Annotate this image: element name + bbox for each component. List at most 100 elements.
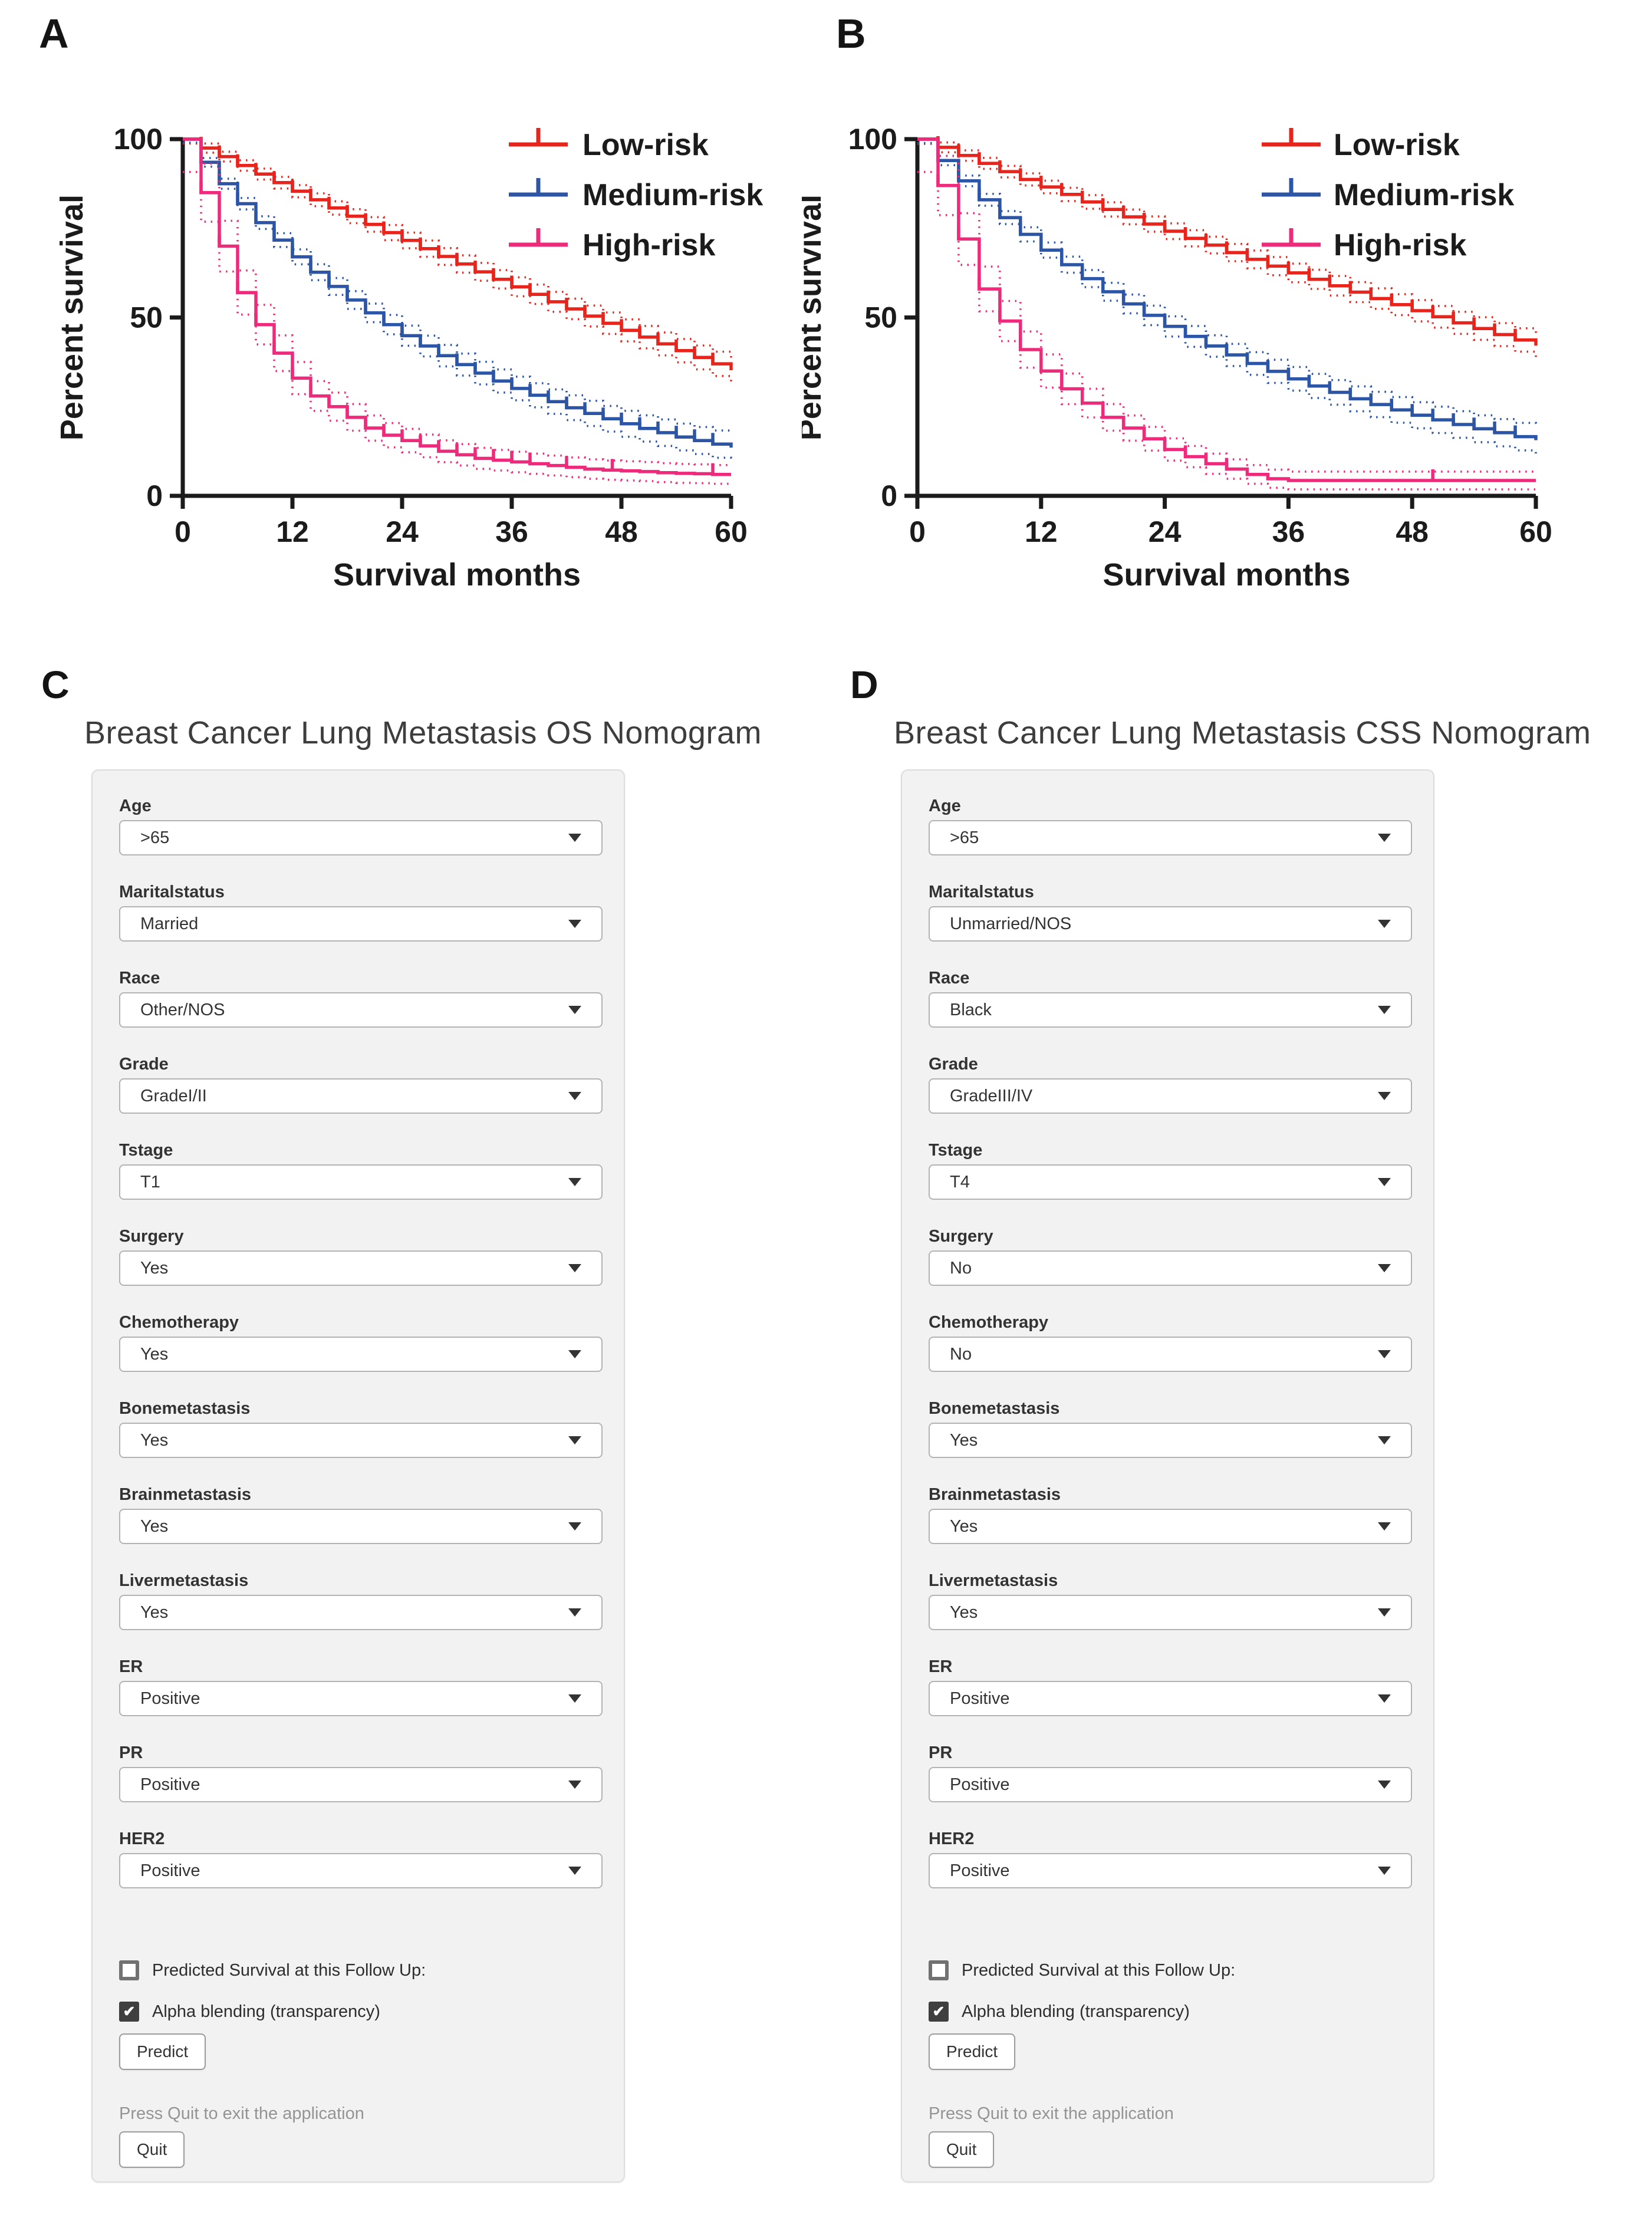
select-value: T4 — [950, 1172, 970, 1192]
select-tstage[interactable]: T4 — [929, 1164, 1412, 1200]
checkbox-label: Alpha blending (transparency) — [962, 2002, 1190, 2021]
chevron-down-icon — [1378, 1694, 1391, 1703]
field-label-livermetastasis: Livermetastasis — [929, 1571, 1058, 1590]
svg-text:48: 48 — [605, 515, 638, 548]
select-age[interactable]: >65 — [929, 820, 1412, 855]
select-maritalstatus[interactable]: Married — [119, 906, 603, 942]
chevron-down-icon — [568, 1694, 581, 1703]
select-brainmetastasis[interactable]: Yes — [119, 1509, 603, 1544]
checkbox-unchecked[interactable] — [119, 1960, 139, 1980]
field-label-tstage: Tstage — [929, 1141, 983, 1160]
field-label-pr: PR — [929, 1743, 953, 1762]
nomogram-form: Age >65 Maritalstatus Married Race Other/NOS G… — [91, 769, 625, 2183]
quit-button[interactable]: Quit — [119, 2131, 185, 2168]
svg-text:24: 24 — [386, 515, 419, 548]
svg-text:12: 12 — [1025, 515, 1058, 548]
panel-label-a: A — [39, 11, 69, 57]
chevron-down-icon — [568, 1178, 581, 1186]
field-label-tstage: Tstage — [119, 1141, 173, 1160]
select-value: Yes — [140, 1258, 169, 1278]
chevron-down-icon — [1378, 920, 1391, 928]
checkbox-checked[interactable]: ✔ — [119, 2002, 139, 2022]
field-label-age: Age — [929, 797, 961, 815]
svg-text:60: 60 — [715, 515, 748, 548]
predict-button[interactable]: Predict — [929, 2033, 1016, 2070]
field-label-age: Age — [119, 797, 152, 815]
field-label-chemotherapy: Chemotherapy — [929, 1313, 1049, 1332]
select-race[interactable]: Other/NOS — [119, 992, 603, 1028]
field-label-pr: PR — [119, 1743, 143, 1762]
field-label-brainmetastasis: Brainmetastasis — [119, 1485, 252, 1504]
chevron-down-icon — [568, 1436, 581, 1444]
field-label-her2: HER2 — [929, 1829, 975, 1848]
chevron-down-icon — [568, 1092, 581, 1100]
select-value: Yes — [950, 1516, 978, 1536]
svg-text:0: 0 — [881, 479, 897, 512]
svg-text:0: 0 — [909, 515, 926, 548]
select-surgery[interactable]: Yes — [119, 1250, 603, 1286]
checkbox-unchecked[interactable] — [929, 1960, 949, 1980]
select-surgery[interactable]: No — [929, 1250, 1412, 1286]
field-label-bonemetastasis: Bonemetastasis — [929, 1399, 1060, 1418]
select-maritalstatus[interactable]: Unmarried/NOS — [929, 906, 1412, 942]
chevron-down-icon — [1378, 1350, 1391, 1358]
select-livermetastasis[interactable]: Yes — [929, 1595, 1412, 1630]
nomogram-form: Age >65 Maritalstatus Unmarried/NOS Race Blac… — [901, 769, 1434, 2183]
select-value: T1 — [140, 1172, 160, 1192]
chevron-down-icon — [1378, 1436, 1391, 1444]
field-label-surgery: Surgery — [119, 1227, 184, 1246]
select-bonemetastasis[interactable]: Yes — [119, 1423, 603, 1458]
panel-label: C — [41, 663, 70, 706]
select-bonemetastasis[interactable]: Yes — [929, 1423, 1412, 1458]
select-value: Yes — [140, 1516, 169, 1536]
svg-text:50: 50 — [864, 301, 897, 334]
checkbox-checked[interactable]: ✔ — [929, 2002, 949, 2022]
select-age[interactable]: >65 — [119, 820, 603, 855]
select-value: Positive — [140, 1861, 200, 1880]
field-label-grade: Grade — [119, 1055, 169, 1074]
svg-text:Medium-risk: Medium-risk — [583, 178, 763, 212]
chevron-down-icon — [568, 1608, 581, 1617]
predict-button[interactable]: Predict — [119, 2033, 206, 2070]
select-er[interactable]: Positive — [929, 1681, 1412, 1716]
select-value: Other/NOS — [140, 1000, 225, 1019]
select-value: GradeIII/IV — [950, 1086, 1033, 1105]
select-value: Unmarried/NOS — [950, 914, 1072, 933]
panel-label-b: B — [836, 11, 866, 57]
select-pr[interactable]: Positive — [929, 1767, 1412, 1802]
svg-text:Low-risk: Low-risk — [583, 128, 709, 162]
svg-text:0: 0 — [175, 515, 191, 548]
select-grade[interactable]: GradeI/II — [119, 1078, 603, 1114]
field-label-maritalstatus: Maritalstatus — [929, 883, 1034, 901]
field-label-race: Race — [929, 969, 970, 988]
select-er[interactable]: Positive — [119, 1681, 603, 1716]
field-label-her2: HER2 — [119, 1829, 165, 1848]
select-pr[interactable]: Positive — [119, 1767, 603, 1802]
field-label-maritalstatus: Maritalstatus — [119, 883, 225, 901]
chevron-down-icon — [1378, 1264, 1391, 1272]
select-chemotherapy[interactable]: Yes — [119, 1337, 603, 1372]
select-grade[interactable]: GradeIII/IV — [929, 1078, 1412, 1114]
chevron-down-icon — [568, 1867, 581, 1875]
checkbox-label: Predicted Survival at this Follow Up: — [962, 1960, 1236, 1980]
quit-button[interactable]: Quit — [929, 2131, 995, 2168]
chevron-down-icon — [1378, 834, 1391, 842]
field-label-race: Race — [119, 969, 160, 988]
chevron-down-icon — [568, 1006, 581, 1014]
select-value: No — [950, 1344, 972, 1364]
svg-text:Medium-risk: Medium-risk — [1334, 178, 1514, 212]
svg-text:High-risk: High-risk — [1334, 228, 1466, 262]
checkbox-label: Predicted Survival at this Follow Up: — [152, 1960, 426, 1980]
svg-text:Low-risk: Low-risk — [1334, 128, 1460, 162]
select-race[interactable]: Black — [929, 992, 1412, 1028]
select-her2[interactable]: Positive — [119, 1853, 603, 1888]
select-chemotherapy[interactable]: No — [929, 1337, 1412, 1372]
checkbox-row: Predicted Survival at this Follow Up: — [119, 1960, 426, 1980]
svg-text:Percent survival: Percent survival — [54, 195, 90, 440]
select-value: Positive — [950, 1775, 1010, 1794]
chevron-down-icon — [568, 834, 581, 842]
select-tstage[interactable]: T1 — [119, 1164, 603, 1200]
select-livermetastasis[interactable]: Yes — [119, 1595, 603, 1630]
select-her2[interactable]: Positive — [929, 1853, 1412, 1888]
select-brainmetastasis[interactable]: Yes — [929, 1509, 1412, 1544]
